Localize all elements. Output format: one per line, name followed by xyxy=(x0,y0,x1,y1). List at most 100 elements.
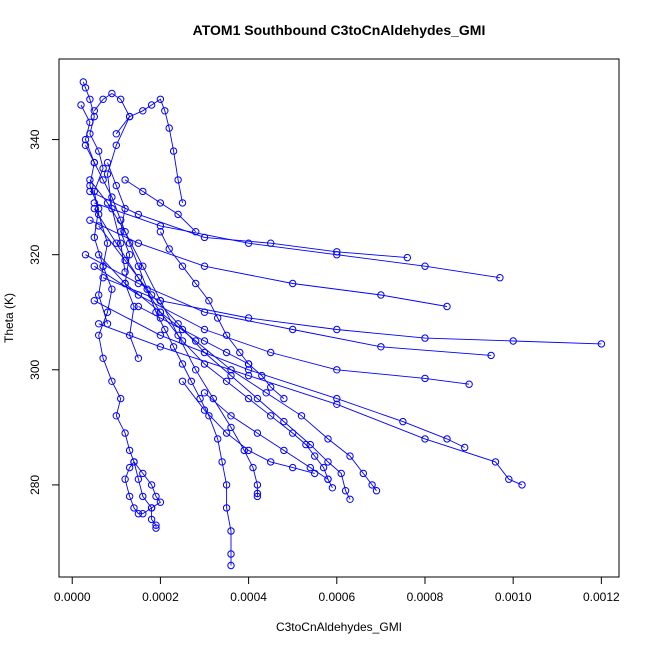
data-series xyxy=(77,101,112,328)
data-point xyxy=(192,279,200,288)
data-point xyxy=(359,469,367,478)
data-point xyxy=(99,164,107,173)
data-point xyxy=(341,487,350,495)
data-point xyxy=(139,187,147,196)
series-line xyxy=(85,254,492,356)
data-point xyxy=(108,377,116,385)
data-point xyxy=(491,458,500,466)
data-point xyxy=(289,325,297,334)
data-point xyxy=(139,469,147,478)
data-point xyxy=(333,394,341,403)
data-point xyxy=(125,492,134,501)
data-point xyxy=(95,147,103,155)
data-point xyxy=(328,484,337,492)
data-point xyxy=(134,302,143,311)
data-point xyxy=(125,251,134,259)
data-point xyxy=(178,360,187,368)
data-point xyxy=(125,463,134,472)
data-series xyxy=(90,297,469,452)
series-line xyxy=(98,254,377,491)
series-line xyxy=(89,190,408,259)
data-point xyxy=(90,112,99,121)
data-series xyxy=(95,320,526,489)
chart-title: ATOM1 Southbound C3toCnAldehydes_GMI xyxy=(193,22,486,38)
data-point xyxy=(244,394,253,403)
data-point xyxy=(134,291,143,299)
data-point xyxy=(112,412,121,420)
data-point xyxy=(121,475,129,483)
series-line xyxy=(94,202,500,279)
x-tick-label: 0.0010 xyxy=(495,590,532,604)
data-point xyxy=(196,394,204,403)
data-point xyxy=(86,176,94,184)
data-point xyxy=(90,199,99,207)
data-point xyxy=(112,239,121,247)
data-point xyxy=(253,489,262,498)
data-point xyxy=(134,210,143,219)
data-point xyxy=(214,435,222,443)
data-point xyxy=(121,429,129,437)
data-point xyxy=(81,141,90,150)
data-point xyxy=(289,279,297,288)
data-point xyxy=(244,366,253,374)
series-line xyxy=(80,104,108,324)
data-point xyxy=(192,337,200,345)
data-point xyxy=(165,245,173,253)
data-point xyxy=(174,210,182,219)
data-series xyxy=(86,187,411,262)
data-point xyxy=(222,348,231,357)
data-point xyxy=(152,521,160,529)
data-point xyxy=(289,429,297,437)
data-point xyxy=(461,443,469,452)
data-point xyxy=(297,412,306,420)
data-point xyxy=(169,343,178,351)
data-point xyxy=(200,389,209,397)
data-point xyxy=(337,469,345,478)
series-line xyxy=(98,225,351,500)
data-point xyxy=(134,510,143,518)
data-series xyxy=(86,216,451,311)
data-series xyxy=(90,89,134,276)
data-point xyxy=(227,366,235,374)
data-point xyxy=(108,285,116,293)
x-tick-label: 0.0012 xyxy=(583,590,620,604)
data-point xyxy=(306,440,314,449)
data-point xyxy=(103,320,112,328)
data-point xyxy=(147,481,156,489)
data-point xyxy=(90,262,99,270)
data-point xyxy=(90,297,99,305)
data-point xyxy=(227,423,235,432)
data-point xyxy=(306,463,314,472)
data-point xyxy=(77,101,85,109)
data-point xyxy=(178,325,187,334)
data-point xyxy=(86,181,94,190)
data-point xyxy=(156,314,165,322)
data-point xyxy=(134,262,143,270)
y-tick-label: 320 xyxy=(28,244,42,264)
data-point xyxy=(103,158,112,167)
data-point xyxy=(267,383,275,391)
series-line xyxy=(94,265,470,385)
data-point xyxy=(134,274,143,282)
data-series xyxy=(81,141,235,570)
data-point xyxy=(200,325,209,334)
data-series xyxy=(81,251,495,360)
data-point xyxy=(267,412,275,420)
data-point xyxy=(112,130,121,138)
series-line xyxy=(93,92,131,273)
data-point xyxy=(90,107,99,115)
data-point xyxy=(125,112,134,121)
data-point xyxy=(214,314,222,322)
data-point xyxy=(421,262,429,270)
data-point xyxy=(112,181,121,190)
data-point xyxy=(267,458,275,466)
data-series xyxy=(200,389,332,483)
data-point xyxy=(156,331,165,339)
x-axis: 0.0000 0.0002 0.0004 0.0006 0.0008 0.0010 0.00… xyxy=(54,576,620,604)
series-line xyxy=(102,277,602,345)
data-point xyxy=(152,524,160,532)
data-point xyxy=(156,297,165,305)
data-point xyxy=(222,377,231,385)
data-point xyxy=(99,274,107,282)
series-line xyxy=(115,98,183,203)
